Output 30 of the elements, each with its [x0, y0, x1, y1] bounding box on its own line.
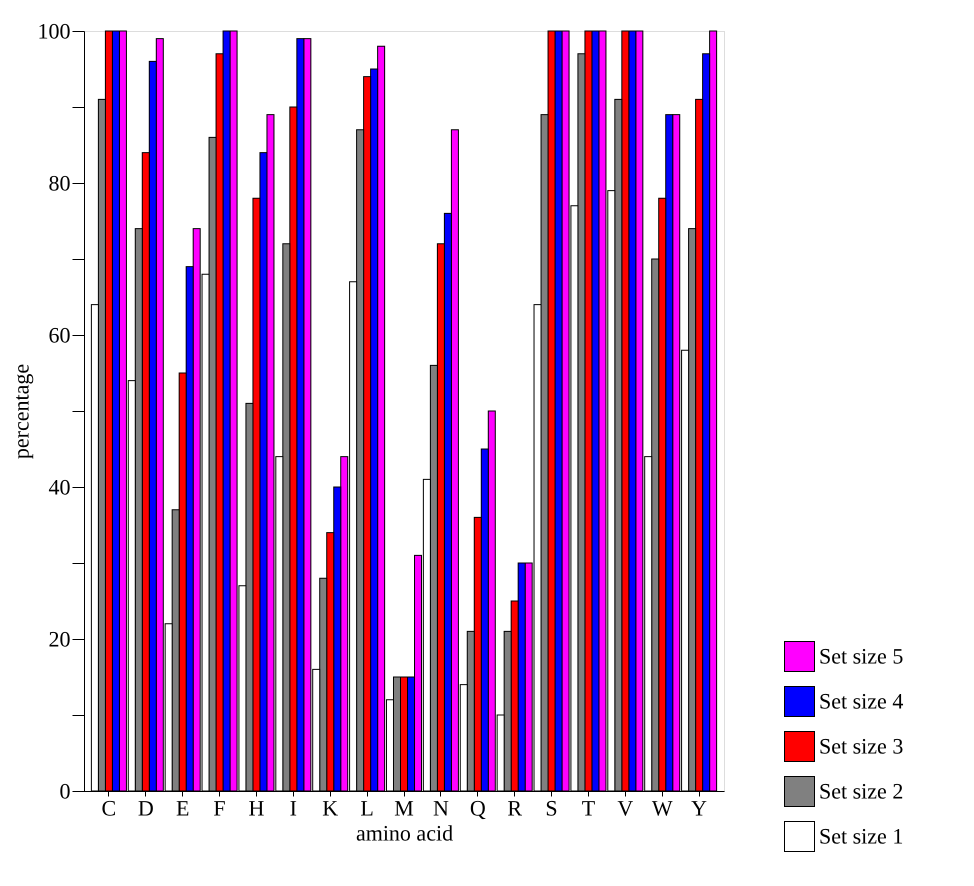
x-tick-label: Y: [691, 796, 708, 820]
y-tick-label: 20: [48, 626, 70, 652]
x-tick-label: K: [322, 796, 338, 820]
legend-label: Set size 3: [819, 734, 904, 758]
legend-label: Set size 5: [819, 644, 904, 668]
x-tick-label: N: [432, 796, 449, 820]
y-tick-label: 0: [60, 778, 70, 804]
x-tick-label: T: [582, 796, 596, 820]
x-tick-label: L: [360, 796, 374, 820]
y-axis-title: percentage: [8, 364, 34, 460]
x-tick-label: I: [290, 796, 297, 820]
x-tick-label: R: [507, 796, 522, 820]
x-tick-label: D: [138, 796, 154, 820]
x-tick-label: E: [176, 796, 190, 820]
x-tick-label: M: [394, 796, 414, 820]
y-tick-label: 80: [48, 170, 70, 196]
legend-label: Set size 2: [819, 778, 904, 804]
x-tick-label: H: [248, 796, 265, 820]
x-axis-title: amino acid: [356, 820, 454, 846]
legend-label: Set size 1: [819, 824, 904, 848]
y-tick-label: 60: [48, 322, 70, 348]
legend-label: Set size 4: [819, 688, 904, 714]
y-tick-label: 40: [48, 474, 70, 500]
x-tick-label: W: [652, 796, 673, 820]
y-tick-label: 100: [38, 18, 70, 44]
x-tick-label: C: [102, 796, 116, 820]
x-tick-label: V: [617, 796, 634, 820]
x-tick-label: F: [213, 796, 226, 820]
x-tick-label: S: [545, 796, 558, 820]
x-tick-label: Q: [470, 796, 486, 820]
